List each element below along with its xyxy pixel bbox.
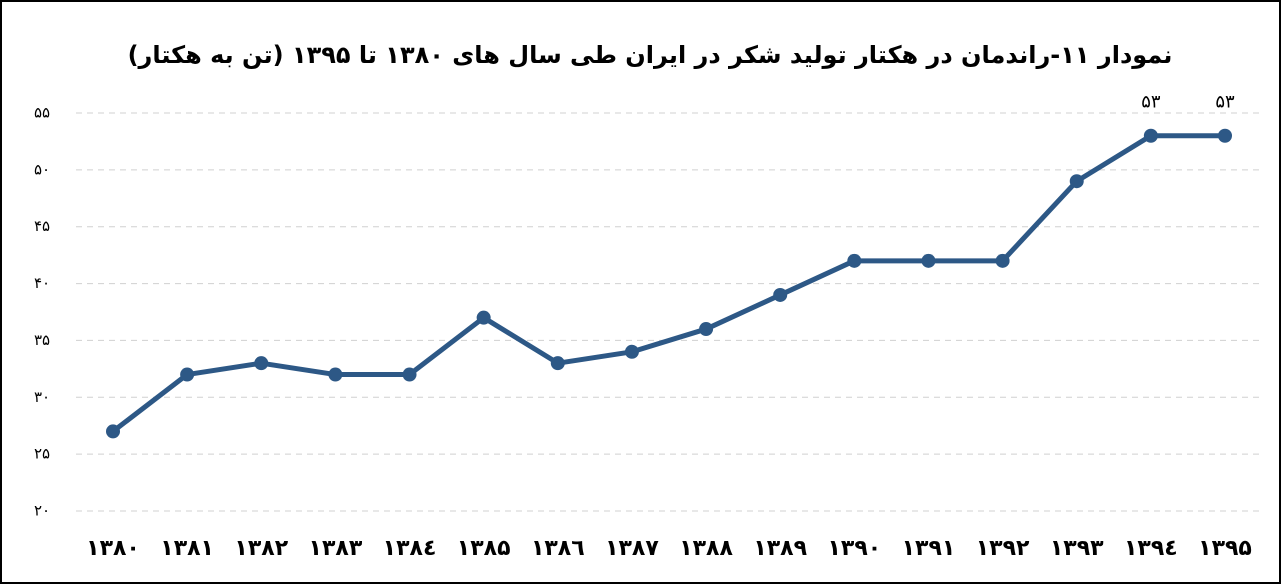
- x-tick-label: ۱۳۸٦: [531, 536, 585, 561]
- x-tick-label: ۱۳۸۲: [234, 536, 288, 561]
- data-point: [921, 253, 936, 268]
- x-tick-label: ۱۳۸٤: [383, 536, 437, 561]
- chart-title: نمودار ۱۱-راندمان در هکتار تولید شکر در …: [128, 41, 1173, 69]
- data-line: [111, 133, 1225, 434]
- y-tick-label: ۵۰: [34, 160, 50, 178]
- x-tick-label: ۱۳۹٤: [1124, 536, 1178, 561]
- y-tick-label: ۴۵: [34, 217, 50, 235]
- data-point: [476, 310, 491, 325]
- data-label: ۵۳: [1141, 92, 1161, 113]
- x-tick-label: ۱۳۸۰: [86, 536, 140, 561]
- data-point: [402, 367, 417, 382]
- x-tick-label: ۱۳۸۷: [605, 536, 659, 561]
- x-tick-label: ۱۳۹۲: [976, 536, 1030, 561]
- y-tick-label: ۳۰: [34, 388, 50, 406]
- data-point: [995, 253, 1010, 268]
- y-tick-label: ۵۵: [34, 104, 50, 122]
- data-point: [699, 322, 714, 337]
- x-tick-label: ۱۳۸۹: [753, 536, 807, 561]
- data-point: [106, 424, 120, 439]
- data-point: [1218, 128, 1232, 143]
- x-tick-label: ۱۳۸۱: [160, 536, 214, 561]
- data-point: [550, 356, 565, 371]
- x-tick-label: ۱۳۹۵: [1198, 536, 1252, 561]
- y-tick-label: ۳۵: [34, 331, 50, 349]
- data-point: [1069, 174, 1084, 189]
- x-tick-label: ۱۳۸۸: [679, 536, 733, 561]
- data-point: [773, 287, 788, 302]
- data-point: [624, 344, 639, 359]
- y-tick-label: ۲۵: [34, 445, 50, 463]
- x-tick-label: ۱۳۹۰: [827, 536, 881, 561]
- data-point: [328, 367, 343, 382]
- x-tick-label: ۱۳۹۱: [902, 536, 956, 561]
- data-point: [254, 356, 269, 371]
- data-label: ۵۳: [1215, 92, 1235, 113]
- y-tick-label: ۴۰: [34, 274, 50, 292]
- data-point: [1143, 128, 1158, 143]
- x-tick-label: ۱۳۸۳: [309, 536, 363, 561]
- data-point: [180, 367, 195, 382]
- x-tick-label: ۱۳۹۳: [1050, 536, 1104, 561]
- y-tick-label: ۲۰: [34, 502, 50, 520]
- x-tick-label: ۱۳۸۵: [457, 536, 511, 561]
- data-point: [847, 253, 862, 268]
